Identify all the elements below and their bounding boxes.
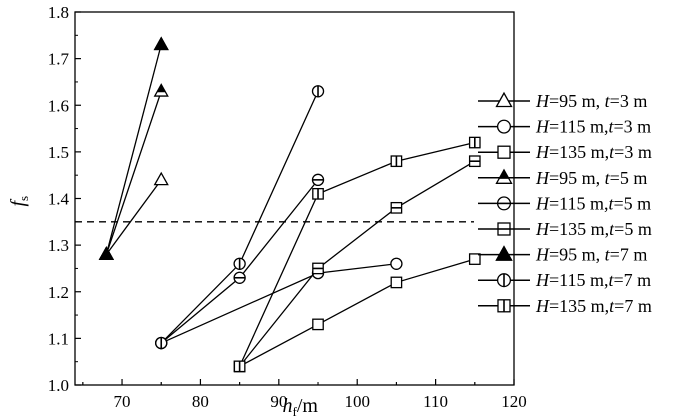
circle-marker <box>390 257 403 270</box>
data-point <box>495 168 513 184</box>
data-point <box>496 119 512 134</box>
marker-fill <box>157 84 166 92</box>
series <box>233 136 481 373</box>
legend-item: H=95 m, t=5 m <box>478 168 647 188</box>
square-marker <box>497 145 511 159</box>
data-point <box>497 145 511 159</box>
series-line <box>105 91 162 255</box>
data-point <box>495 91 513 108</box>
legend-item: H=135 m,t=5 m <box>478 219 652 239</box>
data-point <box>98 246 114 260</box>
legend-item: H=115 m,t=7 m <box>478 270 651 290</box>
legend-item: H=95 m, t=3 m <box>478 91 647 111</box>
plot-frame <box>74 11 515 386</box>
legend-label: H=115 m,t=5 m <box>535 193 651 213</box>
legend-label: H=95 m, t=3 m <box>535 91 647 111</box>
data-point <box>311 85 325 98</box>
y-tick-label: 1.8 <box>48 3 69 22</box>
data-point <box>233 257 246 270</box>
y-tick-label: 1.5 <box>48 143 69 162</box>
plot-area <box>75 36 481 373</box>
data-point <box>390 276 403 289</box>
y-tick-label: 1.6 <box>48 96 69 115</box>
series-line <box>105 44 162 255</box>
legend-item: H=95 m, t=7 m <box>478 245 647 265</box>
series <box>98 36 169 260</box>
y-tick-label: 1.1 <box>48 329 69 348</box>
marker-fill <box>98 246 114 260</box>
legend-item: H=115 m,t=5 m <box>478 193 651 213</box>
legend-label: H=115 m,t=7 m <box>535 270 651 290</box>
y-tick-label: 1.3 <box>48 236 69 255</box>
y-tick-label: 1.2 <box>48 283 69 302</box>
marker-fill <box>153 36 169 51</box>
data-point <box>468 136 481 149</box>
x-tick-label: 100 <box>344 392 370 411</box>
marker-fill <box>499 169 509 179</box>
legend-item: H=135 m,t=7 m <box>478 296 652 316</box>
series <box>233 155 481 373</box>
data-point <box>153 171 169 186</box>
series <box>233 253 481 373</box>
data-point <box>153 83 169 97</box>
data-point <box>155 336 168 350</box>
axes: 70 80 90 100 110 120 1.0 1.1 1.2 1.3 1.4 1.5 1.6 1.7 1… <box>7 3 527 417</box>
legend-label: H=115 m,t=3 m <box>535 117 651 137</box>
legend-label: H=95 m, t=5 m <box>535 168 647 188</box>
legend-label: H=135 m,t=5 m <box>535 219 652 239</box>
data-point <box>233 360 246 373</box>
square-marker <box>390 276 403 289</box>
x-tick-label: 70 <box>114 392 131 411</box>
series <box>98 171 169 260</box>
legend-label: H=95 m, t=7 m <box>535 245 647 265</box>
triangle-marker <box>153 171 169 186</box>
legend-item: H=115 m,t=3 m <box>478 117 651 137</box>
data-point <box>496 273 512 288</box>
legend-item: H=135 m,t=3 m <box>478 142 652 162</box>
marker-fill <box>495 245 513 261</box>
series <box>98 83 169 260</box>
data-point <box>495 245 513 261</box>
y-tick-label: 1.4 <box>48 190 70 209</box>
data-point <box>312 187 324 200</box>
data-point <box>390 201 403 214</box>
series <box>155 85 325 350</box>
data-point <box>497 222 511 236</box>
series <box>155 257 403 350</box>
series-line <box>105 179 162 255</box>
series-line <box>239 258 475 367</box>
data-point <box>312 318 324 331</box>
series-line <box>160 263 397 344</box>
triangle-marker <box>495 91 513 108</box>
data-point <box>468 155 481 168</box>
data-point <box>390 155 403 168</box>
data-point <box>468 253 481 265</box>
series-line <box>160 90 319 344</box>
data-point <box>497 299 511 313</box>
legend: H=95 m, t=3 m H=115 m,t=3 m H=135 m,t=3 m H… <box>478 91 652 316</box>
data-point <box>153 36 169 51</box>
y-axis-label: fs <box>7 196 31 207</box>
data-point <box>496 196 512 211</box>
legend-label: H=135 m,t=3 m <box>535 142 652 162</box>
x-axis-label: hf/m <box>283 395 319 417</box>
series-line <box>239 141 475 367</box>
x-tick-label: 80 <box>192 392 209 411</box>
data-point <box>390 257 403 270</box>
x-tick-label: 110 <box>423 392 448 411</box>
data-point <box>311 173 325 187</box>
data-point <box>312 262 324 275</box>
square-marker <box>312 318 324 331</box>
data-point <box>233 271 246 284</box>
y-tick-label: 1.7 <box>48 50 70 69</box>
legend-label: H=135 m,t=7 m <box>535 296 652 316</box>
x-tick-label: 120 <box>501 392 527 411</box>
circle-marker <box>496 119 512 134</box>
series-line <box>239 160 476 367</box>
y-tick-label: 1.0 <box>48 376 69 395</box>
x-tick-label: 90 <box>270 392 287 411</box>
square-marker <box>468 253 481 265</box>
